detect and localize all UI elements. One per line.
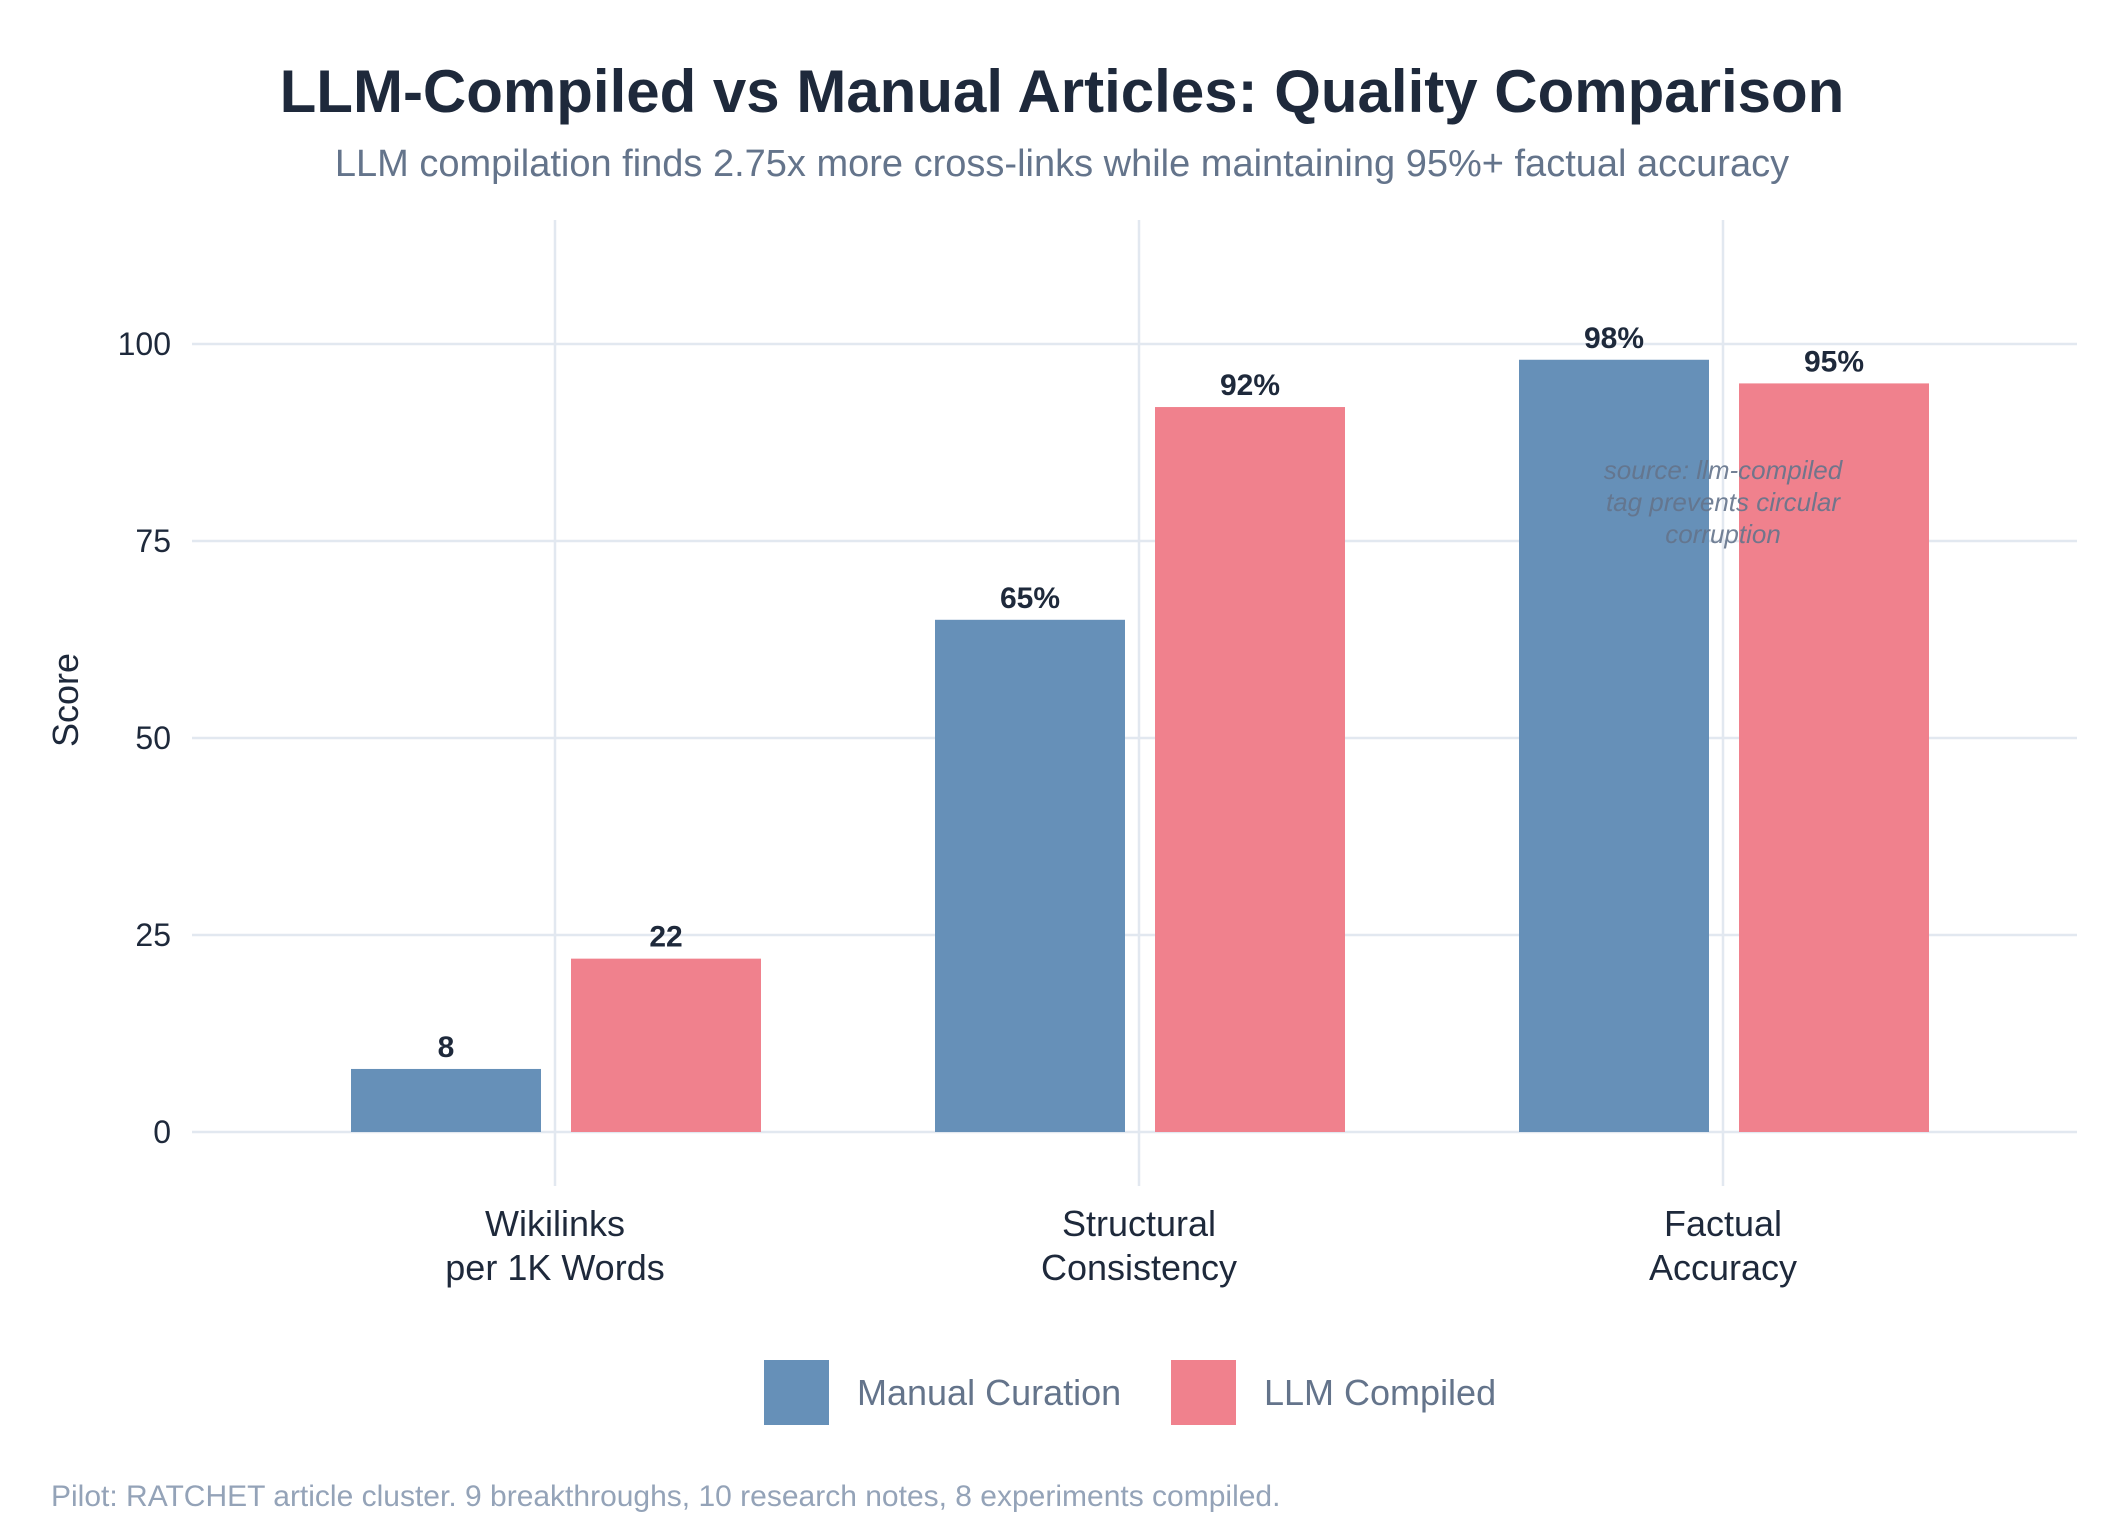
annotation-line: tag prevents circular	[1606, 487, 1841, 517]
y-tick-label: 0	[153, 1114, 171, 1150]
legend-label-manual: Manual Curation	[857, 1372, 1121, 1413]
x-tick-label: Consistency	[1041, 1247, 1237, 1288]
x-tick-label: Structural	[1062, 1203, 1216, 1244]
y-tick-label: 75	[135, 523, 171, 559]
legend-swatch-llm	[1171, 1360, 1236, 1425]
bar-manual	[935, 619, 1125, 1132]
annotation-line: source: llm-compiled	[1604, 455, 1844, 485]
legend: Manual Curation LLM Compiled	[764, 1360, 1496, 1425]
footnote: Pilot: RATCHET article cluster. 9 breakt…	[51, 1480, 1280, 1513]
legend-swatch-manual	[764, 1360, 829, 1425]
data-label: 22	[649, 921, 682, 954]
bar-manual	[1519, 359, 1709, 1132]
chart-title: LLM-Compiled vs Manual Articles: Quality…	[280, 58, 1845, 125]
y-tick-label: 25	[135, 917, 171, 953]
annotation-line: corruption	[1665, 519, 1781, 549]
data-label: 98%	[1584, 322, 1644, 355]
bars: 8 65% 98% 22 92% 95%	[351, 322, 1929, 1132]
y-tick-label: 100	[118, 326, 171, 362]
data-label: 8	[438, 1031, 455, 1064]
y-axis-ticks: 0 25 50 75 100	[118, 326, 171, 1150]
data-label: 92%	[1220, 369, 1280, 402]
legend-label-llm: LLM Compiled	[1264, 1372, 1496, 1413]
data-label: 65%	[1000, 582, 1060, 615]
x-tick-label: per 1K Words	[445, 1247, 664, 1288]
y-tick-label: 50	[135, 720, 171, 756]
data-label: 95%	[1804, 345, 1864, 378]
chart-subtitle: LLM compilation finds 2.75x more cross-l…	[335, 143, 1789, 185]
bar-llm	[571, 958, 761, 1132]
x-tick-label: Wikilinks	[485, 1203, 625, 1244]
bar-llm	[1155, 407, 1345, 1132]
y-axis-label: Score	[45, 653, 86, 747]
x-tick-label: Accuracy	[1649, 1247, 1797, 1288]
bar-llm	[1739, 383, 1929, 1132]
bar-manual	[351, 1068, 541, 1132]
annotation: source: llm-compiled tag prevents circul…	[1604, 455, 1844, 549]
x-tick-label: Factual	[1664, 1203, 1782, 1244]
